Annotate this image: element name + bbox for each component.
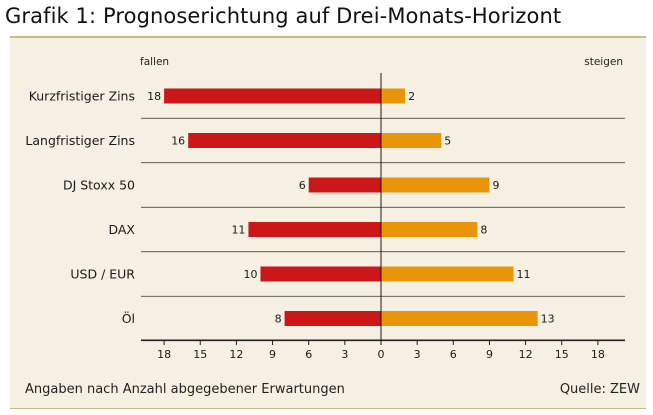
bar-steigen <box>381 88 406 104</box>
bar-label-fallen: 10 <box>244 268 258 281</box>
bar-label-steigen: 8 <box>480 224 487 237</box>
bar-steigen <box>381 266 514 282</box>
x-tick-label: 0 <box>378 348 385 361</box>
x-tick-label: 12 <box>519 348 533 361</box>
bar-fallen <box>308 177 381 193</box>
x-tick-label: 6 <box>305 348 312 361</box>
category-label: DAX <box>108 222 135 237</box>
bar-label-fallen: 8 <box>275 313 282 326</box>
bar-fallen <box>248 222 381 237</box>
category-label: Langfristiger Zins <box>25 133 135 148</box>
category-label: DJ Stoxx 50 <box>63 178 135 193</box>
category-label: Kurzfristiger Zins <box>29 89 135 104</box>
panel-top-rule <box>10 36 646 38</box>
category-label: Öl <box>122 310 135 326</box>
bar-label-fallen: 16 <box>171 135 185 148</box>
x-tick-label: 12 <box>229 348 243 361</box>
bar-label-steigen: 11 <box>517 268 531 281</box>
bar-steigen <box>381 133 442 148</box>
bar-steigen <box>381 222 478 237</box>
left-side-label: fallen <box>140 56 169 68</box>
bar-label-steigen: 2 <box>408 90 415 103</box>
bar-label-fallen: 6 <box>299 179 306 192</box>
x-tick-label: 15 <box>193 348 207 361</box>
bar-label-fallen: 18 <box>147 90 161 103</box>
panel-bottom-rule <box>10 408 646 409</box>
x-tick-label: 9 <box>269 348 276 361</box>
bar-label-steigen: 13 <box>541 313 555 326</box>
bar-label-steigen: 5 <box>444 135 451 148</box>
x-tick-label: 15 <box>555 348 569 361</box>
x-tick-label: 3 <box>341 348 348 361</box>
right-side-label: steigen <box>584 56 623 68</box>
bar-label-fallen: 11 <box>231 224 245 237</box>
x-tick-label: 3 <box>414 348 421 361</box>
chart-title: Grafik 1: Prognoserichtung auf Drei-Mona… <box>5 4 562 28</box>
bar-fallen <box>260 266 381 282</box>
category-label: USD / EUR <box>70 267 135 282</box>
bar-fallen <box>164 88 381 104</box>
bar-steigen <box>381 177 490 193</box>
footer-source: Quelle: ZEW <box>559 382 640 397</box>
footer-note: Angaben nach Anzahl abgegebener Erwartun… <box>25 382 345 397</box>
bar-fallen <box>284 311 381 326</box>
x-tick-label: 18 <box>591 348 605 361</box>
bar-fallen <box>188 133 381 148</box>
x-tick-label: 9 <box>486 348 493 361</box>
x-tick-label: 18 <box>157 348 171 361</box>
bar-label-steigen: 9 <box>492 179 499 192</box>
bar-steigen <box>381 311 538 326</box>
x-tick-label: 6 <box>450 348 457 361</box>
